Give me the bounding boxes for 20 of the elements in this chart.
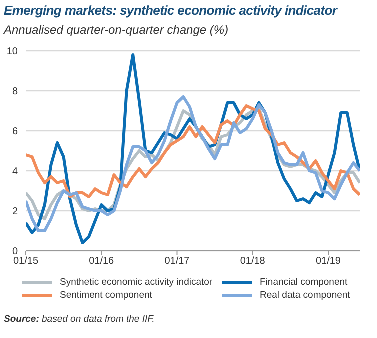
legend-label: Real data component [260,290,350,301]
source-note: Source: based on data from the IIF. [4,314,155,325]
x-tick-label: 01/16 [89,256,115,268]
y-tick-label: 4 [12,166,18,178]
y-tick-label: 2 [12,206,18,218]
x-tick-label: 01/18 [240,256,266,268]
y-tick-label: 8 [12,86,18,98]
chart-subtitle: Annualised quarter-on-quarter change (%) [4,23,229,37]
y-tick-label: 6 [12,126,18,138]
x-tick-label: 01/19 [316,256,342,268]
y-tick-label: 0 [12,246,18,258]
x-tick-label: 01/15 [13,256,39,268]
legend-label: Sentiment component [60,290,152,301]
legend-label: Financial component [260,277,348,288]
line-series [26,96,360,232]
chart-title: Emerging markets: synthetic economic activity indicator [4,3,338,18]
x-tick-label: 01/17 [164,256,190,268]
legend-label: Synthetic economic activity indicator [60,277,213,288]
y-tick-label: 10 [6,46,18,58]
line-series [26,104,360,198]
